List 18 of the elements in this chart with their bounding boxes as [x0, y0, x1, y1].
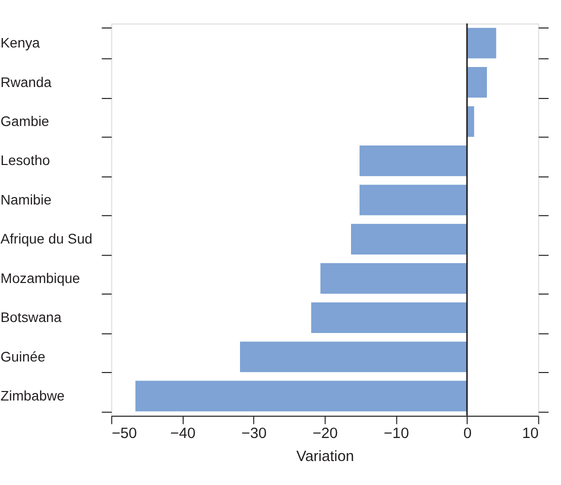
y-tick-label: Botswana [0, 309, 62, 326]
y-tick-label: Kenya [0, 34, 40, 51]
x-tick-label: −20 [312, 426, 338, 442]
y-tick-label: Mozambique [0, 270, 80, 286]
y-tick-label: Lesotho [0, 152, 50, 168]
y-tick-label: Zimbabwe [0, 388, 65, 404]
x-tick-label: −30 [241, 426, 267, 442]
x-tick-label: 0 [463, 426, 472, 442]
y-tick-label: Gambie [0, 113, 50, 130]
y-tick-label: Afrique du Sud [0, 230, 92, 247]
y-tick-label: Rwanda [0, 74, 52, 90]
x-tick-label: −50 [112, 426, 137, 442]
x-tick-label: −40 [170, 426, 196, 442]
x-axis-title: Variation [296, 448, 354, 465]
y-tick-label: Namibie [0, 191, 52, 208]
x-tick-label: −10 [384, 426, 409, 442]
y-tick-label: Guinée [0, 348, 46, 364]
x-tick-label: 10 [522, 426, 539, 442]
